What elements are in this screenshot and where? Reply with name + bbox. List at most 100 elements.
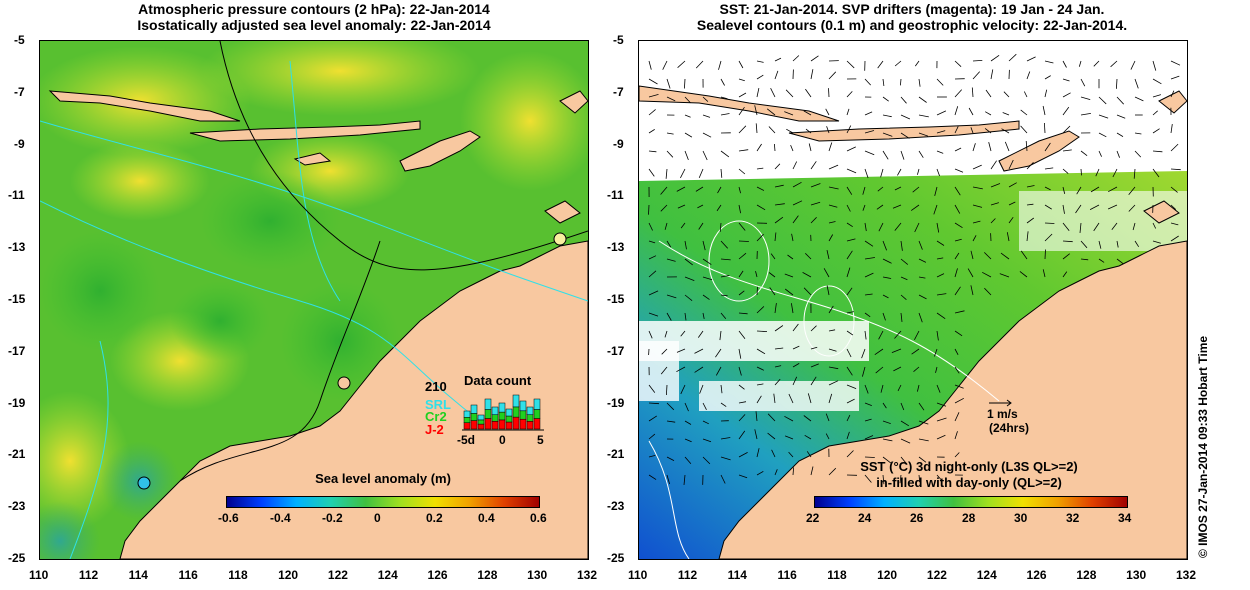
- velocity-arrow: [1075, 204, 1082, 214]
- velocity-arrow: [846, 384, 857, 389]
- histogram-bar: [463, 410, 471, 418]
- data-count-histogram: [462, 394, 544, 431]
- velocity-arrow: [918, 474, 921, 482]
- velocity-arrow: [914, 330, 920, 340]
- velocity-arrow: [828, 329, 836, 332]
- velocity-arrow: [774, 365, 782, 368]
- sst-colorbar: [814, 496, 1128, 508]
- velocity-arrow: [918, 132, 929, 137]
- histogram-bar: [463, 417, 471, 423]
- velocity-arrow: [773, 393, 776, 404]
- x-tick-label: 112: [78, 568, 99, 582]
- histogram-bar: [463, 422, 471, 430]
- velocity-arrow: [1170, 222, 1179, 226]
- velocity-arrow: [936, 402, 947, 407]
- x-tick-label: 116: [777, 568, 797, 582]
- histogram-bar: [470, 413, 478, 421]
- colorbar-tick-label: 0.2: [426, 511, 443, 525]
- velocity-arrow: [846, 267, 851, 278]
- velocity-arrow: [882, 474, 885, 485]
- velocity-arrow: [864, 312, 871, 318]
- y-tick-label: -9: [613, 136, 624, 151]
- velocity-arrow: [666, 474, 670, 485]
- velocity-arrow: [1080, 78, 1086, 87]
- velocity-arrow: [1093, 60, 1100, 67]
- velocity-arrow: [661, 348, 668, 355]
- y-tick-label: -11: [607, 188, 624, 203]
- velocity-arrow: [720, 168, 723, 178]
- velocity-arrow: [918, 294, 927, 300]
- velocity-arrow: [1062, 149, 1072, 152]
- histogram-bar: [491, 406, 499, 415]
- velocity-arrow: [1062, 253, 1070, 260]
- velocity-arrow: [1026, 217, 1035, 224]
- velocity-arrow: [1116, 96, 1124, 105]
- histogram-bar: [519, 418, 527, 430]
- velocity-arrow: [695, 60, 704, 69]
- velocity-arrow: [774, 347, 784, 350]
- colorbar-tick-label: -0.2: [322, 511, 343, 525]
- velocity-arrow: [1042, 105, 1046, 116]
- velocity-arrow: [846, 398, 855, 404]
- velocity-arrow: [810, 217, 817, 224]
- velocity-arrow: [738, 414, 746, 422]
- velocity-arrow: [716, 204, 722, 212]
- velocity-arrow: [648, 129, 655, 134]
- velocity-arrow: [882, 312, 886, 321]
- velocity-arrow: [862, 186, 866, 195]
- x-tick-label: 128: [477, 568, 498, 582]
- velocity-arrow: [660, 186, 668, 195]
- velocity-arrow: [846, 125, 852, 134]
- velocity-arrow: [1020, 109, 1028, 116]
- velocity-arrow: [935, 366, 938, 373]
- velocity-arrow: [702, 150, 708, 161]
- velocity-arrow: [918, 96, 927, 103]
- velocity-arrow: [684, 240, 687, 250]
- histogram-bar: [484, 409, 492, 419]
- velocity-arrow: [1095, 168, 1100, 177]
- velocity-arrow: [702, 240, 706, 251]
- y-tick-label: -25: [8, 551, 26, 565]
- velocity-arrow: [756, 366, 765, 371]
- x-tick-label: 116: [178, 568, 198, 582]
- velocity-arrow: [1026, 203, 1034, 206]
- velocity-arrow: [738, 78, 745, 82]
- velocity-arrow: [756, 395, 762, 404]
- y-tick-label: -25: [607, 551, 625, 565]
- velocity-arrow: [1170, 204, 1177, 210]
- velocity-arrow: [828, 234, 834, 242]
- histogram-bar: [512, 394, 520, 408]
- velocity-arrow: [828, 348, 837, 352]
- velocity-arrow: [1116, 78, 1118, 89]
- velocity-arrow: [790, 144, 794, 152]
- velocity-arrow: [954, 186, 961, 196]
- velocity-arrow: [912, 186, 920, 193]
- velocity-arrow: [914, 60, 920, 67]
- velocity-arrow: [828, 88, 830, 98]
- velocity-arrow: [684, 150, 689, 161]
- velocity-arrow: [1044, 167, 1054, 170]
- velocity-arrow: [676, 186, 686, 192]
- velocity-arrow: [917, 384, 920, 392]
- velocity-arrow: [810, 201, 821, 206]
- velocity-arrow: [1062, 240, 1073, 243]
- velocity-arrow: [755, 271, 758, 278]
- x-tick-label: 112: [677, 568, 698, 582]
- cloud-gap: [699, 381, 859, 411]
- velocity-arrow: [648, 384, 656, 393]
- velocity-arrow: [648, 168, 655, 177]
- velocity-arrow: [720, 78, 725, 86]
- velocity-arrow: [1133, 168, 1136, 179]
- velocity-arrow: [788, 393, 794, 404]
- velocity-arrow: [1090, 186, 1100, 193]
- velocity-arrow: [756, 330, 768, 332]
- velocity-arrow: [864, 168, 869, 179]
- velocity-arrow: [738, 186, 741, 194]
- velocity-arrow: [738, 240, 749, 242]
- velocity-arrow: [648, 474, 657, 480]
- velocity-arrow: [936, 330, 939, 341]
- right-title-line1: SST: 21-Jan-2014. SVP drifters (magenta)…: [719, 1, 1105, 17]
- velocity-arrow: [648, 290, 659, 296]
- velocity-arrow: [972, 71, 980, 80]
- velocity-arrow: [1134, 132, 1142, 135]
